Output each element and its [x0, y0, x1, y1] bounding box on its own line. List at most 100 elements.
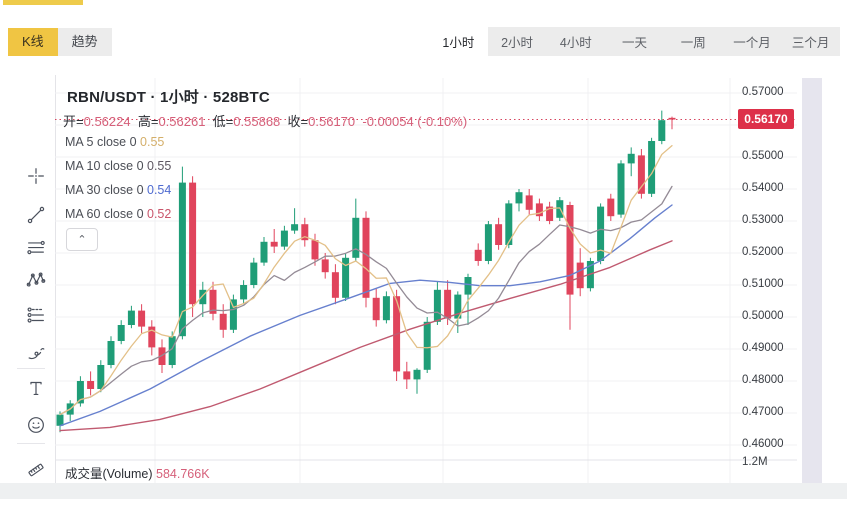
high-label: 高	[137, 114, 151, 129]
candle	[199, 289, 207, 305]
candle	[138, 310, 146, 327]
price-axis-label: 0.48000	[742, 374, 784, 386]
low-value: 0.55868	[233, 114, 281, 129]
tab-trend[interactable]: 趋势	[57, 28, 112, 56]
candle	[454, 294, 462, 319]
last-price-tag: 0.56170	[738, 109, 794, 129]
price-axis-label: 0.47000	[742, 406, 784, 418]
drawing-toolbar	[7, 75, 55, 483]
candle	[403, 371, 411, 380]
candle	[209, 289, 217, 314]
candle	[56, 414, 64, 426]
ma-legend-row: MA 5 close 0 0.55	[65, 135, 165, 149]
candle	[250, 262, 258, 285]
candle	[566, 205, 574, 295]
chart-panel: RBN/USDT · 1小时 · 528BTC 开=0.56224 高=0.56…	[7, 75, 797, 483]
change-value: -0.00054 (-0.10%)	[362, 114, 468, 129]
crosshair-icon[interactable]	[23, 163, 49, 189]
candle	[97, 365, 105, 389]
top-accent-bar	[3, 0, 83, 5]
timeframe-button-1[interactable]: 1小时	[429, 27, 488, 56]
trendline-icon[interactable]	[23, 202, 49, 228]
candle	[525, 195, 533, 210]
candle	[637, 155, 645, 194]
candle	[464, 277, 472, 295]
candle	[352, 217, 360, 258]
candle	[668, 117, 676, 120]
candle	[76, 381, 84, 404]
ma-legend-row: MA 30 close 0 0.54	[65, 183, 172, 197]
candle	[342, 257, 350, 298]
volume-axis-label: 1.2M	[742, 456, 768, 468]
page-background-strip	[0, 483, 847, 499]
candle	[484, 224, 492, 261]
collapse-legend-button[interactable]: ⌃	[66, 228, 98, 251]
timeframe-button-4[interactable]: 一天	[622, 36, 648, 50]
low-label: 低	[212, 114, 226, 129]
candle	[270, 241, 278, 247]
candle	[229, 299, 237, 330]
candle	[627, 153, 635, 164]
candle	[535, 203, 543, 217]
price-axis-label: 0.55000	[742, 150, 784, 162]
price-axis-label: 0.54000	[742, 182, 784, 194]
candle	[87, 381, 95, 389]
candle	[433, 289, 441, 322]
ma-legend-row: MA 60 close 0 0.52	[65, 207, 172, 221]
price-axis-label: 0.51000	[742, 278, 784, 290]
close-value: 0.56170	[308, 114, 356, 129]
timeframe-button-6[interactable]: 一个月	[733, 36, 771, 50]
fib-lines-icon[interactable]	[23, 235, 49, 261]
price-axis-label: 0.50000	[742, 310, 784, 322]
timeframe-button-2[interactable]: 2小时	[501, 36, 534, 50]
toolbar-divider	[17, 368, 45, 369]
text-icon[interactable]	[23, 375, 49, 401]
candle	[127, 310, 135, 325]
chart-mode-tabs: K线 趋势	[8, 28, 112, 56]
open-label: 开	[63, 114, 77, 129]
candle	[382, 296, 390, 321]
page-scrollbar[interactable]	[802, 78, 822, 497]
price-axis-label: 0.52000	[742, 246, 784, 258]
candle	[444, 289, 452, 319]
candle	[117, 325, 125, 341]
candle	[474, 249, 482, 261]
price-axis-label: 0.53000	[742, 214, 784, 226]
candle	[219, 313, 227, 330]
price-axis-label: 0.49000	[742, 342, 784, 354]
candlestick-chart[interactable]	[55, 78, 797, 483]
ruler-icon[interactable]	[23, 457, 49, 483]
high-value: 0.56261	[158, 114, 206, 129]
timeframe-button-3[interactable]: 4小时	[559, 36, 592, 50]
toolbar-divider	[17, 443, 45, 444]
timeframe-button-5[interactable]: 一周	[680, 36, 706, 50]
forecast-icon[interactable]	[23, 302, 49, 328]
candle	[189, 182, 197, 305]
candle	[413, 369, 421, 380]
candle	[597, 206, 605, 261]
candle	[148, 326, 156, 348]
toolbar-chart-divider	[55, 75, 56, 483]
candle	[617, 163, 625, 215]
xabcd-pattern-icon[interactable]	[23, 267, 49, 293]
timeframe-button-7[interactable]: 三个月	[791, 36, 830, 50]
volume-label: 成交量(Volume)	[65, 467, 153, 481]
candle	[372, 297, 380, 321]
candle	[495, 224, 503, 245]
candle	[607, 198, 615, 217]
candle	[311, 240, 319, 260]
candle	[291, 224, 299, 231]
volume-value: 584.766K	[156, 467, 210, 481]
candle	[546, 206, 554, 221]
brush-icon[interactable]	[23, 339, 49, 365]
close-label: 收	[287, 114, 301, 129]
emoji-icon[interactable]	[23, 412, 49, 438]
candle	[240, 285, 248, 300]
candle	[362, 217, 370, 298]
volume-readout: 成交量(Volume) 584.766K	[65, 463, 210, 482]
candle	[576, 262, 584, 289]
tab-kline[interactable]: K线	[8, 28, 58, 56]
candle	[331, 272, 339, 298]
candle	[280, 230, 288, 247]
